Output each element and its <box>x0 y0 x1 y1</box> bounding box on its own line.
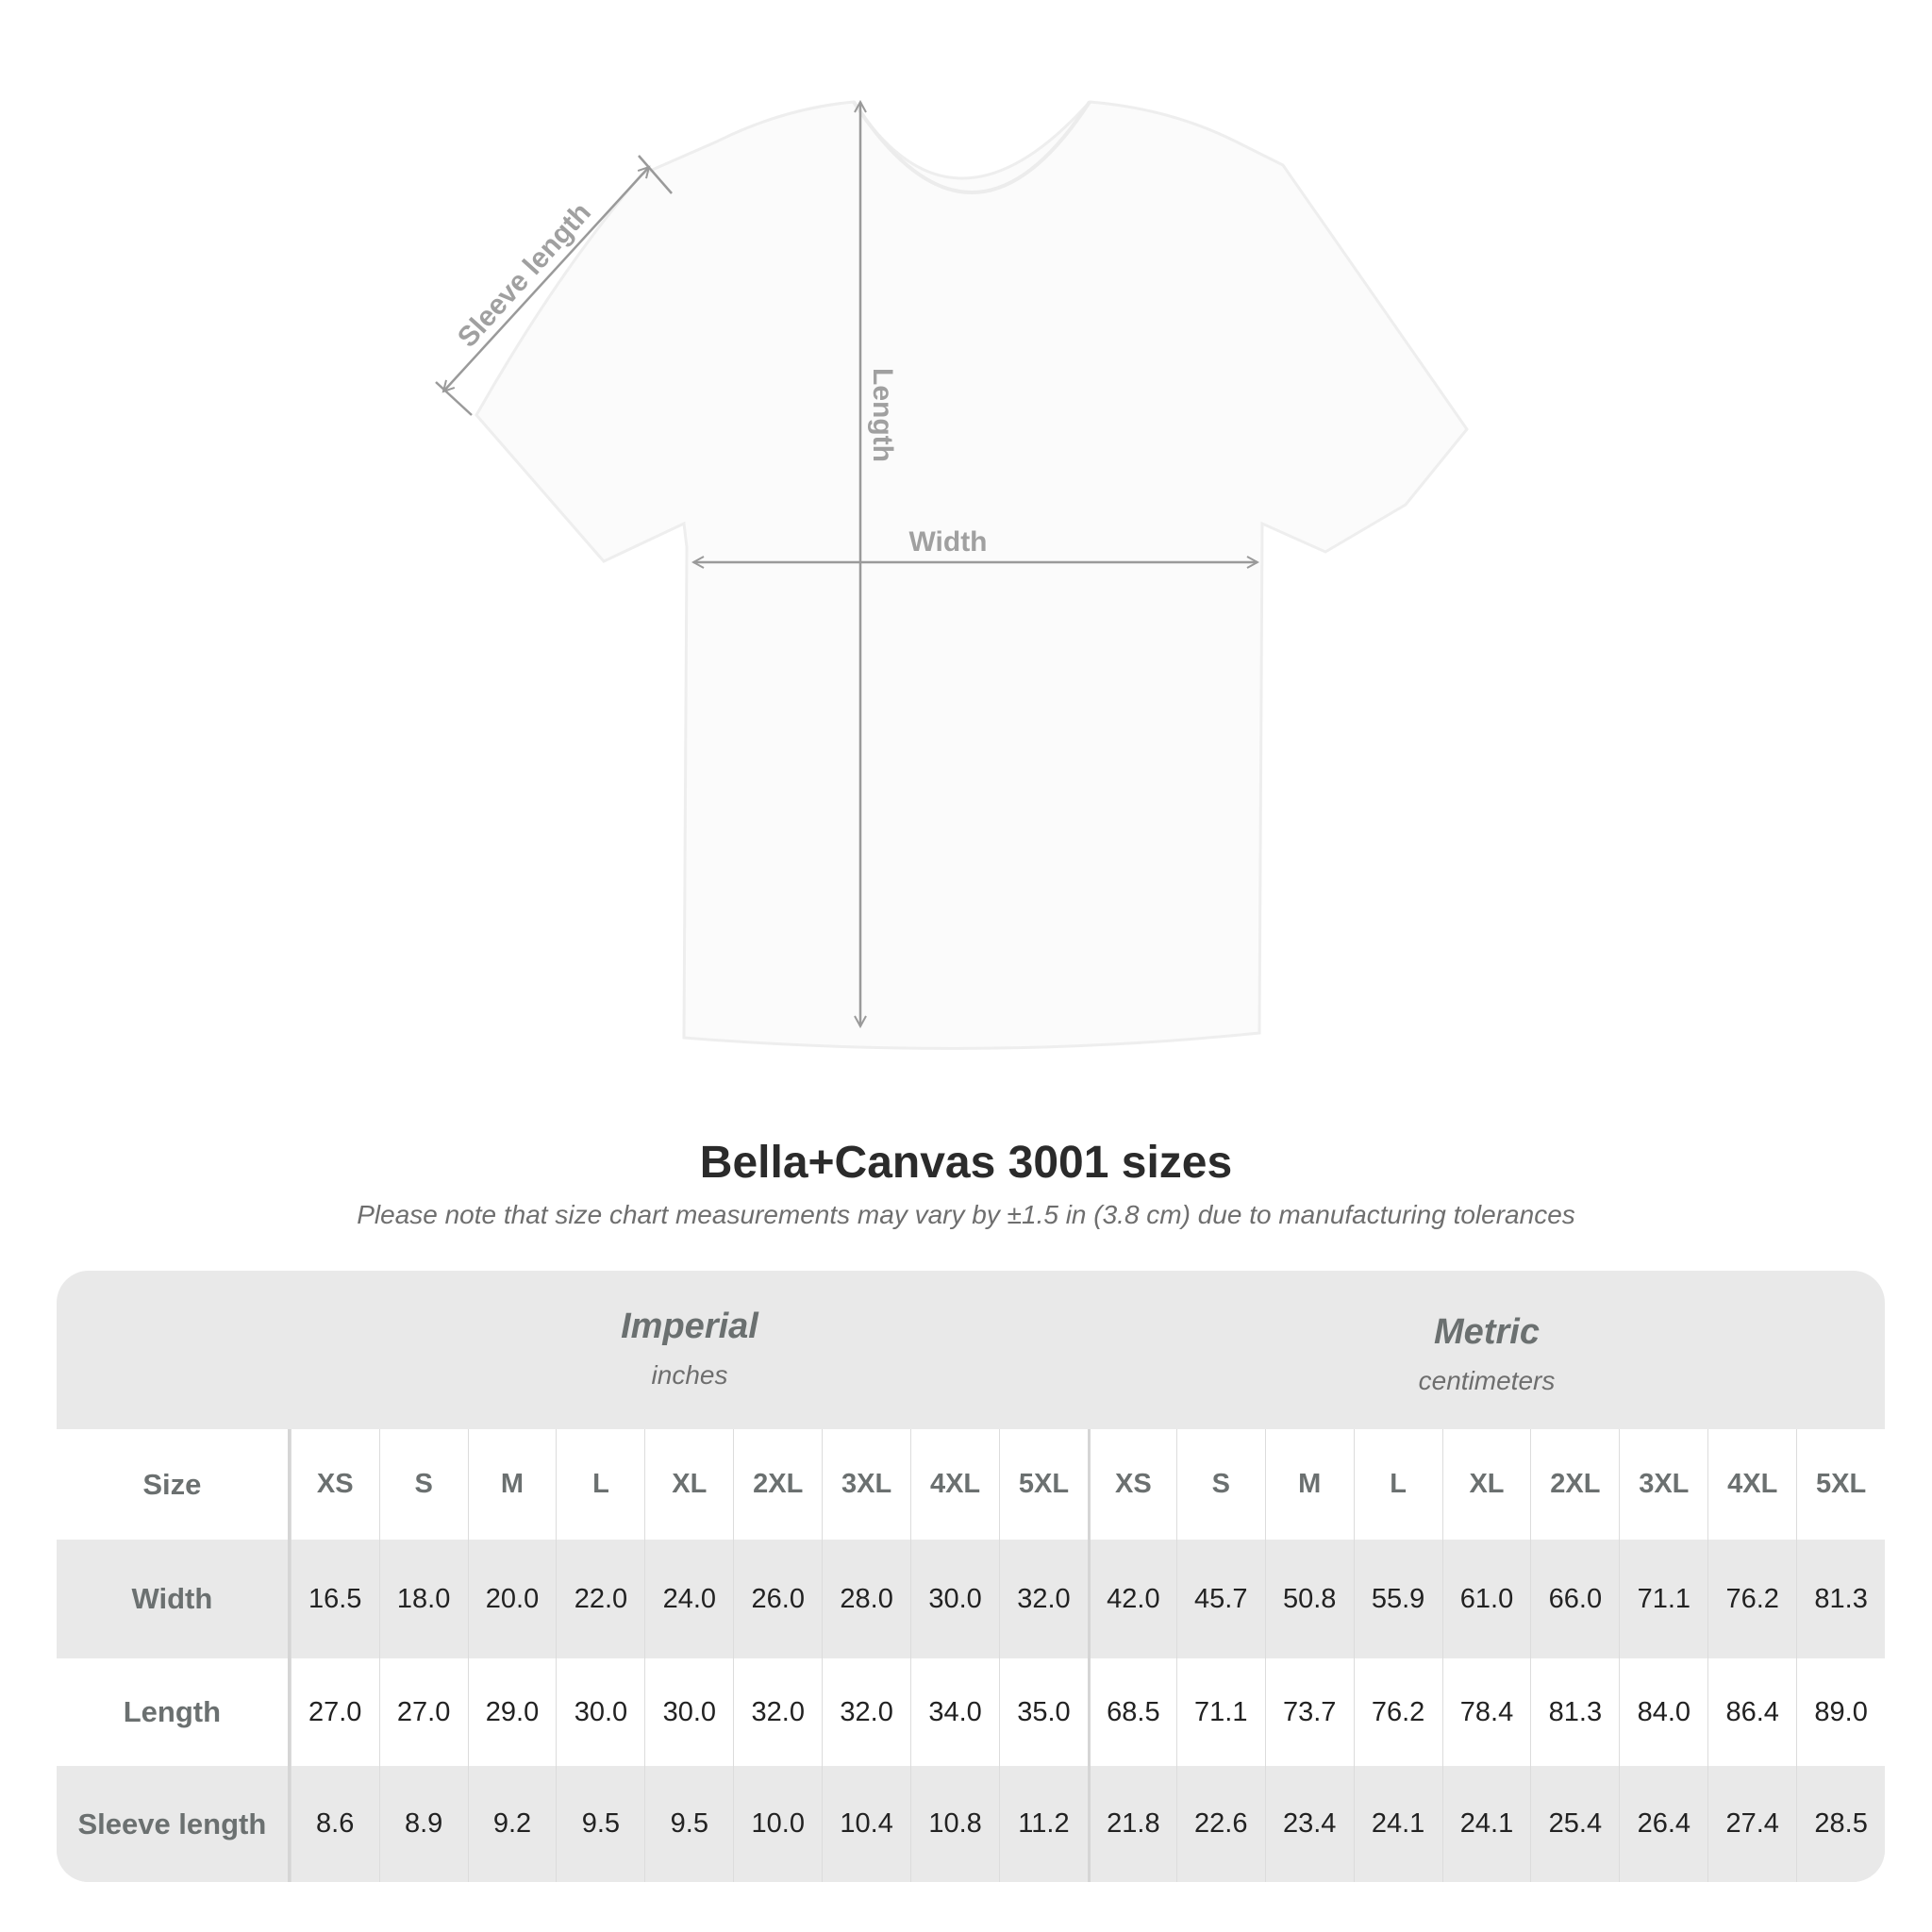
metric-value-cell: 50.8 <box>1264 1540 1354 1658</box>
metric-size-s: S <box>1175 1429 1265 1540</box>
imperial-value-cell: 30.0 <box>910 1540 999 1658</box>
imperial-value-cell: 27.0 <box>290 1658 379 1766</box>
page-title: Bella+Canvas 3001 sizes <box>699 1138 1233 1188</box>
row-label: Length <box>57 1658 291 1766</box>
imperial-size-xs: XS <box>290 1429 379 1540</box>
imperial-value-cell: 18.0 <box>378 1540 468 1658</box>
imperial-label: Imperial <box>621 1307 758 1346</box>
imperial-size-4xl: 4XL <box>910 1429 999 1540</box>
metric-value-cell: 24.1 <box>1353 1766 1442 1882</box>
imperial-value-cell: 32.0 <box>822 1658 910 1766</box>
size-chart-table: Imperial inches Metric centimeters Size X… <box>57 1271 1885 1882</box>
imperial-value-cell: 29.0 <box>467 1658 557 1766</box>
imperial-unit: inches <box>651 1360 728 1390</box>
imperial-value-cell: 9.2 <box>467 1766 557 1882</box>
metric-value-cell: 45.7 <box>1175 1540 1265 1658</box>
imperial-value-cell: 22.0 <box>556 1540 644 1658</box>
metric-value-cell: 42.0 <box>1087 1540 1176 1658</box>
metric-value-cell: 84.0 <box>1619 1658 1707 1766</box>
imperial-size-s: S <box>378 1429 468 1540</box>
length-label: Length <box>867 368 898 462</box>
imperial-value-cell: 28.0 <box>822 1540 910 1658</box>
imperial-value-cell: 16.5 <box>290 1540 379 1658</box>
imperial-value-cell: 30.0 <box>644 1658 733 1766</box>
imperial-value-cell: 30.0 <box>556 1658 644 1766</box>
imperial-size-l: L <box>556 1429 644 1540</box>
imperial-value-cell: 11.2 <box>999 1766 1088 1882</box>
tshirt-diagram: Sleeve length Length Width <box>435 0 1469 1050</box>
metric-size-4xl: 4XL <box>1707 1429 1796 1540</box>
width-label: Width <box>908 526 987 558</box>
metric-size-xs: XS <box>1087 1429 1176 1540</box>
imperial-size-xl: XL <box>644 1429 733 1540</box>
row-label: Width <box>57 1540 291 1658</box>
imperial-value-cell: 24.0 <box>644 1540 733 1658</box>
imperial-value-cell: 34.0 <box>910 1658 999 1766</box>
metric-size-3xl: 3XL <box>1619 1429 1707 1540</box>
tolerance-note: Please note that size chart measurements… <box>357 1200 1575 1229</box>
imperial-size-m: M <box>467 1429 557 1540</box>
metric-size-xl: XL <box>1441 1429 1531 1540</box>
metric-value-cell: 23.4 <box>1264 1766 1354 1882</box>
imperial-value-cell: 8.9 <box>378 1766 468 1882</box>
metric-value-cell: 86.4 <box>1707 1658 1796 1766</box>
imperial-value-cell: 10.0 <box>733 1766 822 1882</box>
metric-size-l: L <box>1353 1429 1442 1540</box>
metric-value-cell: 28.5 <box>1796 1766 1885 1882</box>
metric-value-cell: 73.7 <box>1264 1658 1354 1766</box>
metric-value-cell: 21.8 <box>1087 1766 1176 1882</box>
row-label: Sleeve length <box>57 1766 291 1882</box>
metric-value-cell: 68.5 <box>1087 1658 1176 1766</box>
metric-size-m: M <box>1264 1429 1354 1540</box>
metric-value-cell: 78.4 <box>1441 1658 1531 1766</box>
metric-value-cell: 81.3 <box>1796 1540 1885 1658</box>
imperial-value-cell: 9.5 <box>644 1766 733 1882</box>
imperial-value-cell: 10.8 <box>910 1766 999 1882</box>
imperial-size-2xl: 2XL <box>733 1429 822 1540</box>
tshirt-shape <box>475 100 1469 1050</box>
metric-value-cell: 76.2 <box>1707 1540 1796 1658</box>
metric-value-cell: 26.4 <box>1619 1766 1707 1882</box>
metric-header: Metric centimeters <box>1089 1271 1885 1471</box>
imperial-value-cell: 9.5 <box>556 1766 644 1882</box>
imperial-value-cell: 35.0 <box>999 1658 1088 1766</box>
metric-value-cell: 24.1 <box>1441 1766 1531 1882</box>
size-header-label: Size <box>57 1429 291 1540</box>
metric-value-cell: 76.2 <box>1353 1658 1442 1766</box>
imperial-value-cell: 32.0 <box>999 1540 1088 1658</box>
metric-value-cell: 22.6 <box>1175 1766 1265 1882</box>
imperial-size-3xl: 3XL <box>822 1429 910 1540</box>
imperial-size-5xl: 5XL <box>999 1429 1088 1540</box>
metric-value-cell: 71.1 <box>1619 1540 1707 1658</box>
metric-value-cell: 71.1 <box>1175 1658 1265 1766</box>
metric-size-2xl: 2XL <box>1530 1429 1619 1540</box>
imperial-value-cell: 26.0 <box>733 1540 822 1658</box>
imperial-value-cell: 32.0 <box>733 1658 822 1766</box>
imperial-value-cell: 27.0 <box>378 1658 468 1766</box>
metric-unit: centimeters <box>1418 1366 1556 1395</box>
table-row-sleeve-length: Sleeve length 8.6 8.9 9.2 9.5 9.5 10.0 10.4 10.8… <box>57 1766 1885 1882</box>
imperial-value-cell: 20.0 <box>467 1540 557 1658</box>
imperial-header: Imperial inches <box>291 1271 1089 1465</box>
metric-label: Metric <box>1434 1312 1540 1352</box>
sleeve-arrow <box>443 167 649 391</box>
metric-value-cell: 25.4 <box>1530 1766 1619 1882</box>
metric-value-cell: 27.4 <box>1707 1766 1796 1882</box>
metric-value-cell: 89.0 <box>1796 1658 1885 1766</box>
metric-value-cell: 61.0 <box>1441 1540 1531 1658</box>
metric-value-cell: 81.3 <box>1530 1658 1619 1766</box>
metric-value-cell: 55.9 <box>1353 1540 1442 1658</box>
imperial-value-cell: 10.4 <box>822 1766 910 1882</box>
imperial-value-cell: 8.6 <box>290 1766 379 1882</box>
metric-size-5xl: 5XL <box>1796 1429 1885 1540</box>
metric-value-cell: 66.0 <box>1530 1540 1619 1658</box>
table-row-width: Width 16.5 18.0 20.0 22.0 24.0 26.0 28.0 30.0 32.… <box>57 1540 1885 1658</box>
size-header-row: Size XS S M L XL 2XL 3XL 4XL 5XL XS S M L XL 2XL 3XL 4XL 5… <box>57 1429 1885 1540</box>
table-row-length: Length 27.0 27.0 29.0 30.0 30.0 32.0 32.0 34.0 35… <box>57 1658 1885 1766</box>
